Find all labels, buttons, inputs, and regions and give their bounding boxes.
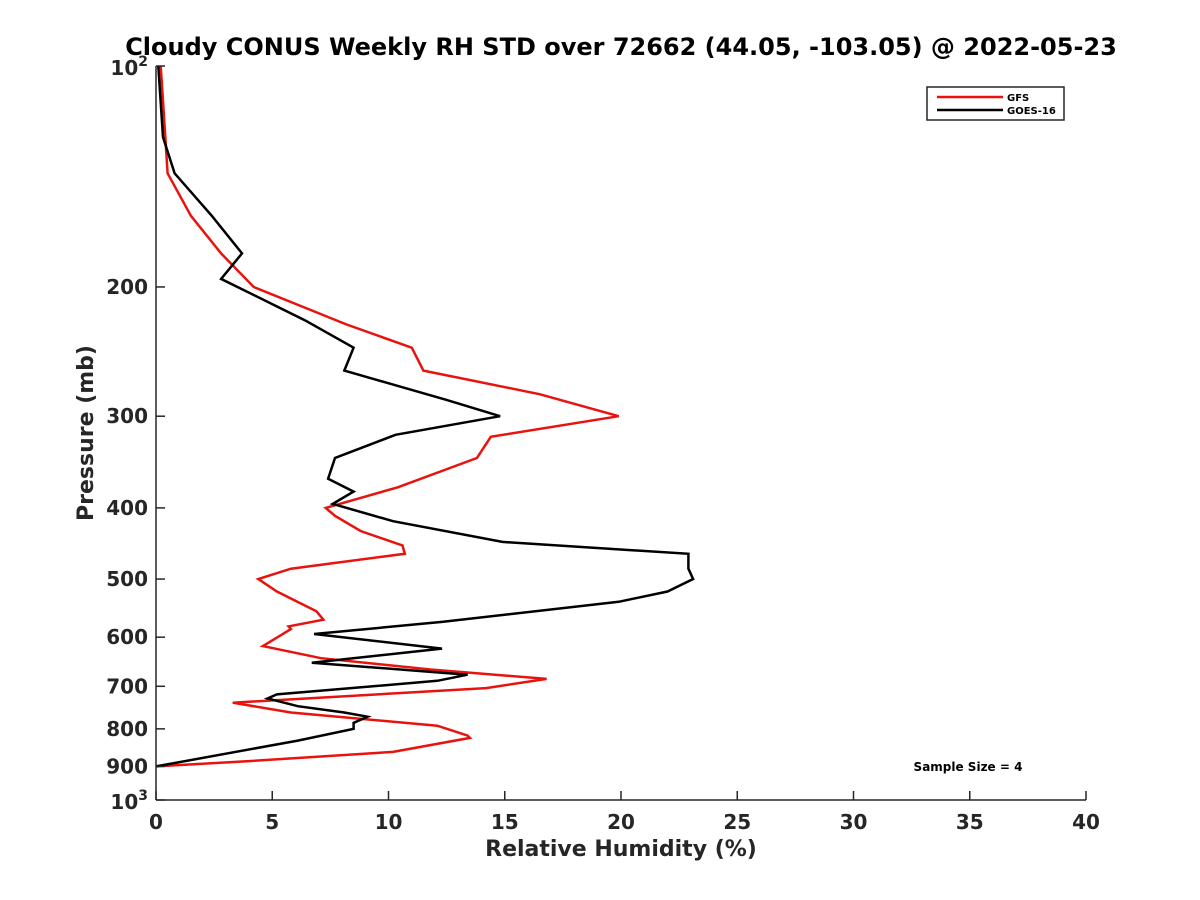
chart-title: Cloudy CONUS Weekly RH STD over 72662 (4… [125,33,1117,61]
x-tick-label: 20 [607,810,635,834]
x-tick-label: 15 [491,810,519,834]
y-tick-label-exponent: 3 [138,788,148,804]
y-tick-label: 600 [106,625,148,649]
y-tick-label: 300 [106,404,148,428]
x-axis-label: Relative Humidity (%) [485,837,757,862]
legend: GFS GOES-16 [926,86,1065,121]
x-tick-label: 10 [375,810,403,834]
y-tick-label: 500 [106,567,148,591]
y-tick-label-base: 10 [110,790,138,814]
y-tick-label: 200 [106,275,148,299]
y-tick-label: 400 [106,496,148,520]
x-tick-label: 0 [149,810,163,834]
x-tick-label: 25 [723,810,751,834]
legend-box [926,86,1065,121]
y-axis-label: Pressure (mb) [74,345,99,521]
sample-size-annotation: Sample Size = 4 [914,760,1023,774]
y-tick-label-exponent: 2 [138,54,148,70]
y-tick-label: 800 [106,717,148,741]
y-tick-label: 103 [110,788,148,814]
legend-label-goes16: GOES-16 [1007,106,1056,117]
x-tick-label: 40 [1072,810,1100,834]
y-tick-label: 102 [110,54,148,80]
legend-label-gfs: GFS [1007,93,1029,104]
x-tick-label: 5 [265,810,279,834]
series-layer [155,65,695,768]
y-tick-label-base: 10 [110,56,138,80]
y-tick-label: 900 [106,754,148,778]
x-tick-label: 30 [840,810,868,834]
y-tick-label: 700 [106,674,148,698]
x-tick-label: 35 [956,810,984,834]
series-line-gfs [155,65,620,768]
x-ticks: 0 5 10 15 20 25 30 35 40 [149,791,1100,834]
series-line-goes16 [155,65,695,768]
